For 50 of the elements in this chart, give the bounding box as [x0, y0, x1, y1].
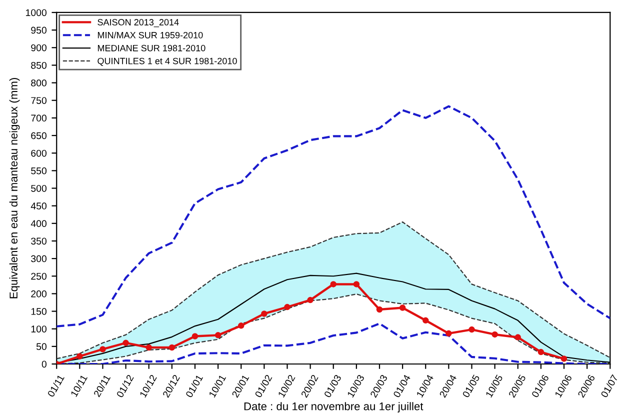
y-tick-label: 750	[31, 97, 47, 104]
y-tick-label: 550	[31, 167, 47, 174]
y-axis-title: Equivalent en eau du manteau neigeux (mm)	[9, 78, 20, 298]
y-tick-label: 800	[31, 80, 47, 86]
y-tick-label: 650	[31, 132, 47, 140]
y-tick-label: 400	[30, 220, 47, 228]
point	[146, 344, 152, 351]
line-series	[56, 105, 610, 328]
y-tick-label: 500	[31, 184, 47, 192]
point	[238, 322, 244, 329]
point	[492, 331, 498, 338]
point	[76, 353, 83, 360]
y-tick-label: 300	[31, 255, 47, 262]
point	[307, 296, 314, 304]
y-tick-label: 50	[36, 343, 47, 350]
legend-label: QUINTILES 1 et 4 SUR 1981-2010	[98, 58, 237, 66]
y-tick-label: 350	[31, 238, 47, 245]
point	[468, 326, 475, 333]
point	[560, 356, 568, 362]
point	[284, 304, 290, 310]
point	[192, 333, 198, 340]
y-tick-label: 700	[31, 114, 47, 122]
point	[353, 281, 360, 288]
point	[261, 310, 268, 317]
point	[376, 306, 383, 313]
point	[100, 346, 106, 352]
point	[168, 344, 176, 351]
point	[514, 334, 521, 340]
y-tick-label: 850	[31, 62, 47, 69]
y-tick-label: 250	[31, 272, 47, 280]
y-tick-label: 100	[31, 326, 47, 332]
y-tick-label: 1000	[26, 9, 47, 16]
point	[122, 340, 129, 346]
point	[330, 281, 336, 288]
y-tick-label: 0	[42, 360, 47, 368]
legend-label: MEDIANE SUR 1981-2010	[98, 44, 206, 52]
y-tick-label: 950	[31, 26, 47, 34]
point	[446, 330, 452, 337]
x-axis-title: Date : du 1er novembre au 1er juillet	[244, 402, 424, 412]
point	[214, 332, 222, 338]
legend-label: MIN/MAX SUR 1959-2010	[98, 32, 203, 38]
legend-label: SAISON 2013_2014	[98, 19, 179, 28]
point	[538, 348, 544, 356]
point	[399, 304, 406, 311]
y-tick-label: 200	[31, 290, 47, 298]
y-tick-label: 150	[31, 308, 47, 315]
y-tick-label: 600	[31, 150, 47, 157]
y-tick-label: 450	[30, 202, 47, 210]
point	[422, 317, 429, 324]
y-tick-label: 900	[31, 44, 47, 52]
